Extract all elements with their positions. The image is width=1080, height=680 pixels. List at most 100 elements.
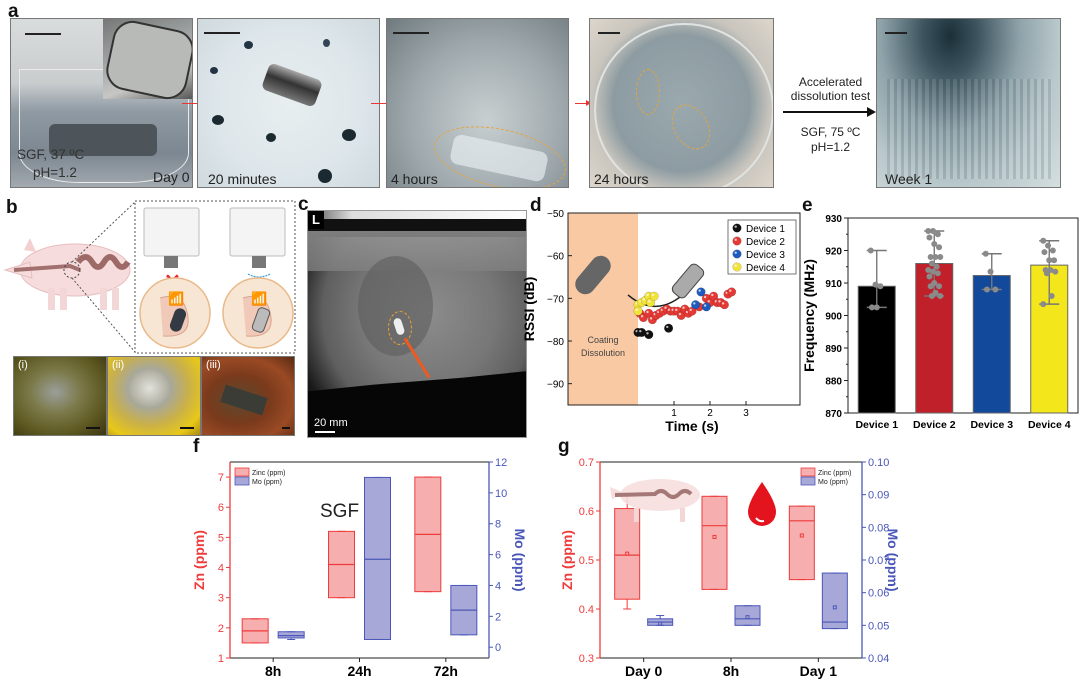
svg-text:870: 870 [825,409,842,420]
svg-text:Device 4: Device 4 [746,263,785,274]
svg-text:6: 6 [495,550,501,562]
svg-text:Dissolution: Dissolution [581,348,625,358]
endoscopy-label: (iii) [206,359,221,371]
svg-text:Device 4: Device 4 [1028,419,1071,430]
svg-text:0.04: 0.04 [868,653,889,665]
capsule-dark [49,124,157,156]
svg-text:0.08: 0.08 [868,522,889,534]
svg-text:900: 900 [825,312,842,323]
svg-text:0.5: 0.5 [579,555,594,567]
long-arrow-icon [783,111,869,113]
svg-text:RSSI (dB): RSSI (dB) [521,277,537,342]
svg-text:Frequency (MHz): Frequency (MHz) [801,259,817,372]
svg-text:Mo (ppm): Mo (ppm) [818,479,848,486]
svg-text:Coating: Coating [587,335,618,345]
svg-text:0.07: 0.07 [868,555,889,567]
accelerated-text-2: dissolution test [790,89,871,103]
panel-label-g: g [558,436,570,457]
accelerated-label: Accelerated dissolution test [783,75,878,103]
svg-text:Device 3: Device 3 [746,250,785,261]
pig-icon [620,479,700,511]
endoscopy-photo-ii: (ii) [107,356,201,436]
svg-text:3: 3 [743,408,749,419]
box [821,572,848,630]
panel-label-b: b [6,197,18,218]
photo-caption: Week 1 [885,171,933,187]
svg-text:Zinc (ppm): Zinc (ppm) [252,470,285,477]
accelerated-conditions: SGF, 75 ºC pH=1.2 [783,125,878,155]
coating-dissolution-region [568,213,638,405]
svg-text:930: 930 [825,214,842,225]
blood-drop-icon [748,482,776,526]
reader-active: 📶 [222,207,294,349]
svg-text:4: 4 [495,580,501,592]
svg-text:Day 0: Day 0 [625,663,663,679]
panel-label-d: d [530,195,542,216]
svg-text:Device 2: Device 2 [913,419,956,430]
svg-text:Device 2: Device 2 [746,237,785,248]
svg-text:Zn (ppm): Zn (ppm) [560,530,575,590]
svg-text:Device 3: Device 3 [970,419,1013,430]
svg-text:72h: 72h [434,663,458,679]
photo-week-1: Week 1 [876,18,1061,188]
svg-text:890: 890 [825,344,842,355]
chart-g-blood: 0.3 0.4 0.5 0.6 0.7 0.04 0.05 0.06 0.07 0.08 0.09 0… [560,457,900,679]
svg-text:Device 1: Device 1 [746,224,785,235]
svg-text:24h: 24h [347,663,371,679]
svg-text:910: 910 [825,279,842,290]
svg-text:0.06: 0.06 [868,588,889,600]
svg-text:0.4: 0.4 [579,604,594,616]
photo-24-hours: 24 hours [589,18,774,188]
svg-text:7: 7 [218,472,224,484]
xray-image: L 20 mm [307,210,527,438]
svg-text:0.09: 0.09 [868,490,889,502]
zoom-box [134,200,296,354]
svg-text:0: 0 [495,642,501,654]
svg-text:8: 8 [495,519,501,531]
svg-text:12: 12 [495,457,507,469]
scale-bar [393,32,429,34]
chart-e-frequency: 870 880 890 900 910 920 930 Frequency (MHz) Devi… [801,214,1079,430]
svg-text:920: 920 [825,247,842,258]
orientation-label: L [308,211,324,229]
panel-label-e: e [802,195,813,216]
panel-label-a: a [8,1,19,22]
residue-ellipse [636,69,660,115]
scale-bar [885,32,907,34]
scale-bar [598,32,620,34]
wifi-icon: 📶 [251,291,267,306]
svg-text:8h: 8h [265,663,281,679]
arrow-icon [575,100,591,106]
svg-text:1: 1 [218,653,224,665]
pig-illustration [3,238,131,310]
photo-20-minutes: 20 minutes [197,18,380,188]
endoscopy-label: (i) [18,359,28,371]
svg-text:Time (s): Time (s) [665,418,718,434]
svg-text:3: 3 [218,593,224,605]
bar [972,275,1011,414]
svg-text:1: 1 [671,408,677,419]
box [701,495,728,590]
photo-caption: Day 0 [153,169,190,185]
box [364,476,391,640]
endoscopy-photo-i: (i) [13,356,107,436]
ph-text: pH=1.2 [33,165,77,180]
device-marker-ellipse [388,311,412,345]
scale-bar [204,32,240,34]
svg-text:Day 1: Day 1 [800,663,838,679]
panel-label-f: f [193,436,200,457]
svg-text:Device 1: Device 1 [855,419,898,430]
svg-text:6: 6 [218,502,224,514]
svg-text:0.05: 0.05 [868,620,889,632]
photo-caption: 20 minutes [208,171,277,187]
svg-text:5: 5 [218,532,224,544]
wifi-icon: 📶 [168,291,184,306]
svg-text:2: 2 [218,623,224,635]
reader-blocked: ✕ 📶 [139,207,211,349]
svg-text:2: 2 [495,611,501,623]
dissolved-capsule-icon [671,263,705,299]
scale-label: 20 mm [314,417,348,429]
svg-text:−70: −70 [547,294,564,305]
box [788,505,815,581]
